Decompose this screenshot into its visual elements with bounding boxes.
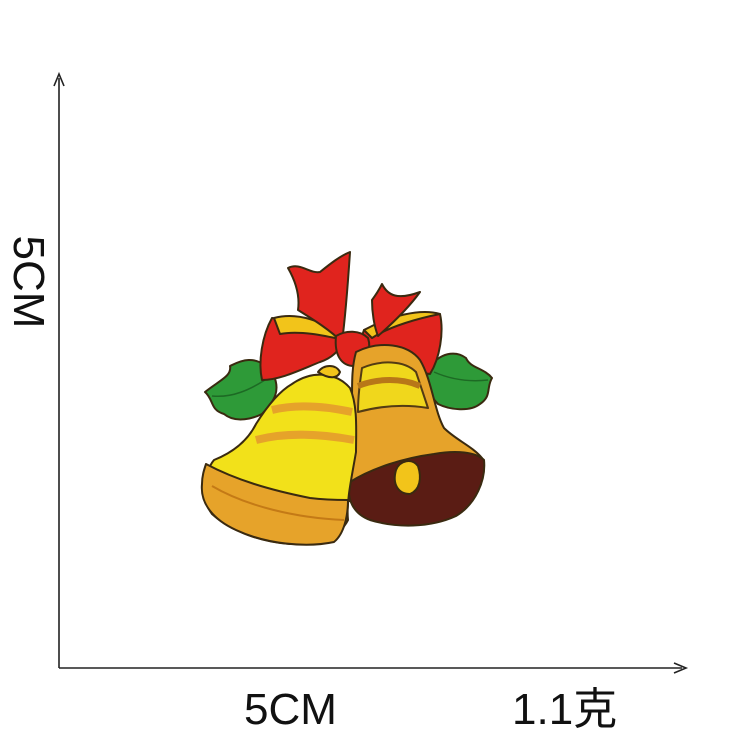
horizontal-axis-arrow-icon bbox=[673, 662, 689, 674]
right-bell-clapper-icon bbox=[393, 460, 421, 495]
weight-label: 1.1克 bbox=[512, 685, 618, 734]
width-dimension-label: 5CM bbox=[244, 685, 337, 734]
left-bell-rim-icon bbox=[200, 463, 349, 546]
bells-patch-image bbox=[200, 251, 493, 546]
vertical-axis-arrow-icon bbox=[53, 71, 65, 87]
ribbon-tail-right-icon bbox=[371, 283, 421, 337]
ribbon-tail-left-icon bbox=[287, 251, 351, 343]
height-dimension-label: 5CM bbox=[4, 235, 53, 329]
dimension-axes bbox=[53, 71, 689, 674]
